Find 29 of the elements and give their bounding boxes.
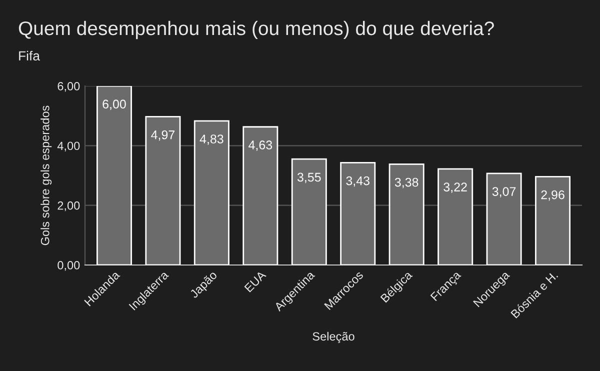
- bar: [486, 172, 522, 265]
- bar: [194, 120, 230, 265]
- x-tick-label: EUA: [244, 270, 267, 292]
- bar: [340, 162, 376, 265]
- bar: [535, 176, 571, 265]
- data-label: 2,96: [541, 190, 564, 201]
- data-label: 3,22: [444, 182, 467, 193]
- y-tick-label: 2,00: [58, 201, 80, 212]
- data-label: 3,55: [297, 172, 321, 184]
- data-label: 3,07: [492, 187, 516, 198]
- y-tick-label: 4,00: [57, 142, 80, 152]
- data-label: 4,83: [200, 134, 224, 145]
- data-label: 4,97: [151, 130, 174, 141]
- chart-title: Quem desempenhou mais (ou menos) do que deveria?: [18, 20, 494, 40]
- data-label: 4,63: [248, 140, 272, 151]
- y-tick-label: 0,00: [58, 261, 80, 271]
- bar: [291, 158, 327, 265]
- bar: [438, 168, 474, 265]
- y-tick-label: 6,00: [58, 82, 80, 92]
- bar: [388, 163, 424, 265]
- bar: [242, 126, 278, 265]
- chart-subtitle: Fifa: [19, 50, 40, 61]
- y-axis-title: Gols sobre gols esperados: [40, 106, 52, 246]
- bar: [145, 116, 181, 265]
- bar: [96, 86, 132, 265]
- data-label: 3,43: [346, 176, 370, 187]
- data-label: 6,00: [102, 100, 126, 110]
- data-label: 3,38: [394, 178, 418, 188]
- x-axis-title: Seleção: [312, 332, 354, 343]
